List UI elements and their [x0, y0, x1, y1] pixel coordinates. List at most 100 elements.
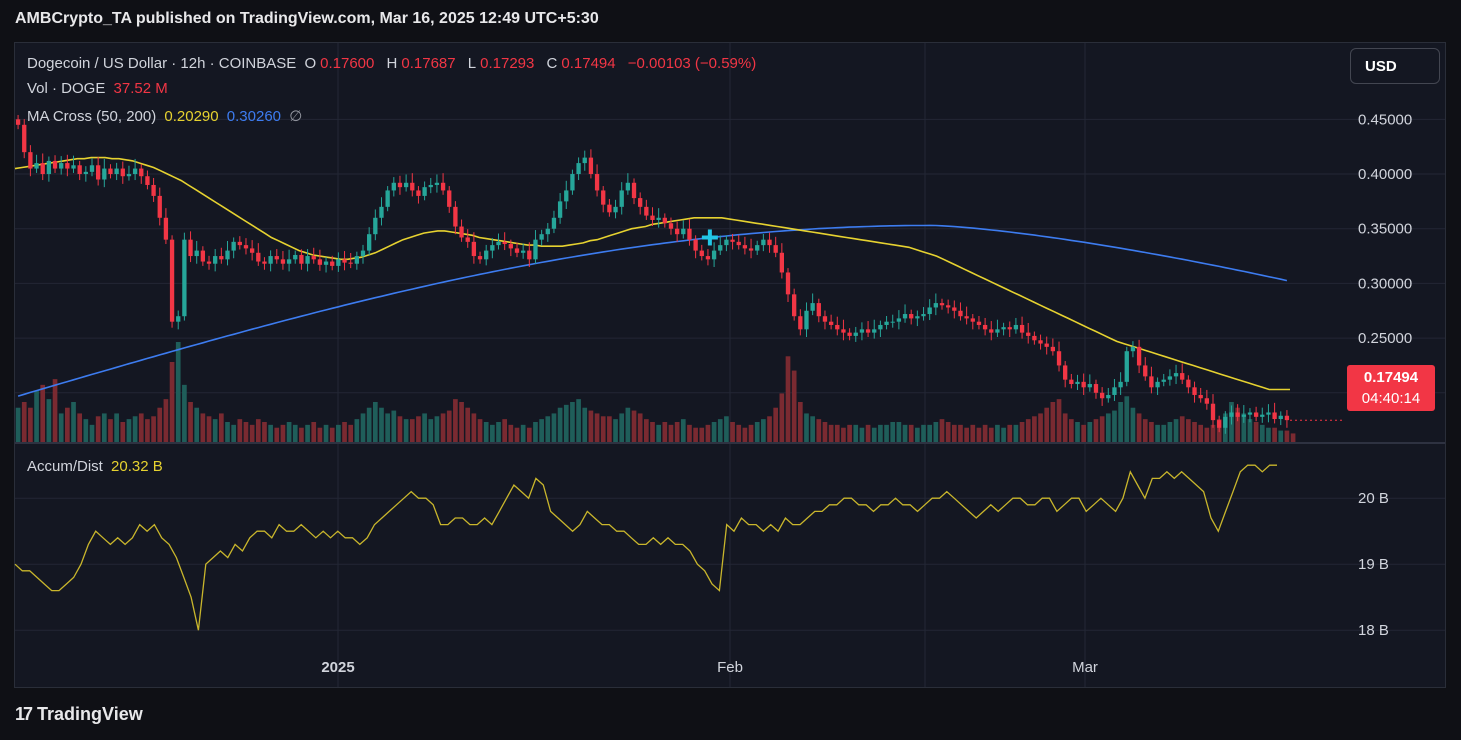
candle-body — [1253, 412, 1259, 417]
candle-body — [1155, 381, 1160, 388]
candle-body — [360, 250, 366, 257]
ma200-line — [17, 224, 1288, 397]
symbol-label[interactable]: Dogecoin / US Dollar · 12h · COINBASE — [27, 55, 297, 72]
volume-bar — [471, 413, 477, 442]
volume-bar — [329, 427, 335, 442]
volume-bar — [200, 413, 206, 442]
volume-bar — [194, 407, 200, 442]
candles — [15, 114, 1290, 434]
volume-bar — [360, 413, 366, 442]
candle-body — [884, 321, 889, 325]
volume-bar — [477, 419, 483, 442]
high-label: H — [386, 55, 398, 72]
volume-bar — [157, 407, 163, 442]
volume-bar — [348, 424, 354, 442]
candle-body — [890, 321, 895, 323]
candle-body — [249, 248, 255, 253]
price-tick-label: 0.25000 — [1358, 330, 1412, 347]
ma-legend[interactable]: MA Cross (50, 200) 0.20290 0.30260 ∅ — [27, 107, 306, 125]
candle-body — [613, 206, 618, 213]
volume-bar — [465, 407, 471, 442]
volume-bar — [711, 422, 717, 442]
candle-body — [299, 254, 304, 264]
volume-bar — [539, 419, 544, 442]
candle-body — [872, 329, 877, 333]
volume-bar — [1025, 419, 1031, 442]
grid-lines — [15, 43, 1445, 687]
candle-body — [724, 239, 729, 246]
currency-button[interactable]: USD — [1350, 48, 1440, 84]
volume-bar — [551, 413, 557, 442]
candle-body — [157, 195, 162, 218]
volume-bar — [1056, 399, 1062, 442]
candle-body — [804, 310, 809, 330]
volume-bar — [619, 413, 625, 442]
candle-body — [570, 174, 575, 191]
volume-bar — [1032, 416, 1037, 442]
volume-bar — [1167, 422, 1173, 442]
candle-body — [126, 174, 132, 177]
volume-bar — [1161, 424, 1167, 442]
volume-bar — [372, 402, 378, 442]
candle-body — [1272, 412, 1277, 420]
candle-body — [1284, 415, 1290, 421]
volume-bar — [28, 407, 33, 442]
candle-body — [22, 124, 27, 153]
volume-bar — [175, 342, 181, 442]
candle-body — [921, 314, 926, 317]
volume-bar — [1266, 427, 1271, 442]
candle-body — [447, 190, 452, 207]
candle-body — [822, 316, 828, 322]
volume-legend[interactable]: Vol · DOGE 37.52 M — [27, 80, 172, 97]
volume-bar — [40, 384, 46, 442]
candle-body — [693, 239, 698, 251]
volume-bar — [280, 424, 286, 442]
candle-body — [681, 228, 686, 235]
candle-body — [373, 217, 378, 235]
axes: 0.450000.400000.350000.300000.250000.200… — [321, 111, 1412, 676]
volume-bar — [927, 424, 933, 442]
candle-body — [422, 187, 427, 196]
volume-bar — [730, 422, 735, 442]
volume-bar — [1050, 402, 1056, 442]
volume-bar — [779, 393, 785, 442]
volume-bar — [219, 413, 224, 442]
candle-body — [989, 329, 994, 333]
ad-label: Accum/Dist — [27, 458, 103, 475]
candle-body — [859, 329, 865, 333]
volume-bar — [354, 419, 360, 442]
volume-bar — [1007, 424, 1013, 442]
candle-body — [662, 217, 667, 224]
candle-body — [354, 256, 360, 264]
volume-bar — [206, 416, 212, 442]
candle-body — [767, 239, 772, 246]
volume-bar — [613, 419, 618, 442]
candle-body — [1112, 387, 1117, 395]
low-label: L — [467, 55, 477, 72]
candle-body — [674, 228, 680, 235]
candle-body — [348, 262, 353, 264]
candle-body — [1173, 373, 1179, 377]
candle-body — [1056, 351, 1062, 366]
volume-bar — [237, 419, 243, 442]
candle-body — [761, 239, 766, 246]
candle-body — [1093, 384, 1099, 393]
volume-bar — [1001, 427, 1006, 442]
volume-bar — [132, 416, 138, 442]
footer-brand[interactable]: 17 TradingView — [15, 704, 143, 725]
ad-legend[interactable]: Accum/Dist 20.32 B — [27, 458, 167, 475]
candle-body — [1013, 324, 1019, 330]
volume-bar — [1019, 422, 1025, 442]
volume-bar — [520, 424, 526, 442]
candle-body — [434, 182, 440, 185]
volume-bar — [736, 424, 742, 442]
volume-bar — [114, 413, 119, 442]
volume-bar — [847, 424, 852, 442]
candle-body — [644, 206, 649, 216]
candle-body — [564, 190, 569, 202]
volume-bar — [841, 427, 846, 442]
candle-body — [1278, 415, 1283, 420]
candle-body — [982, 324, 988, 330]
